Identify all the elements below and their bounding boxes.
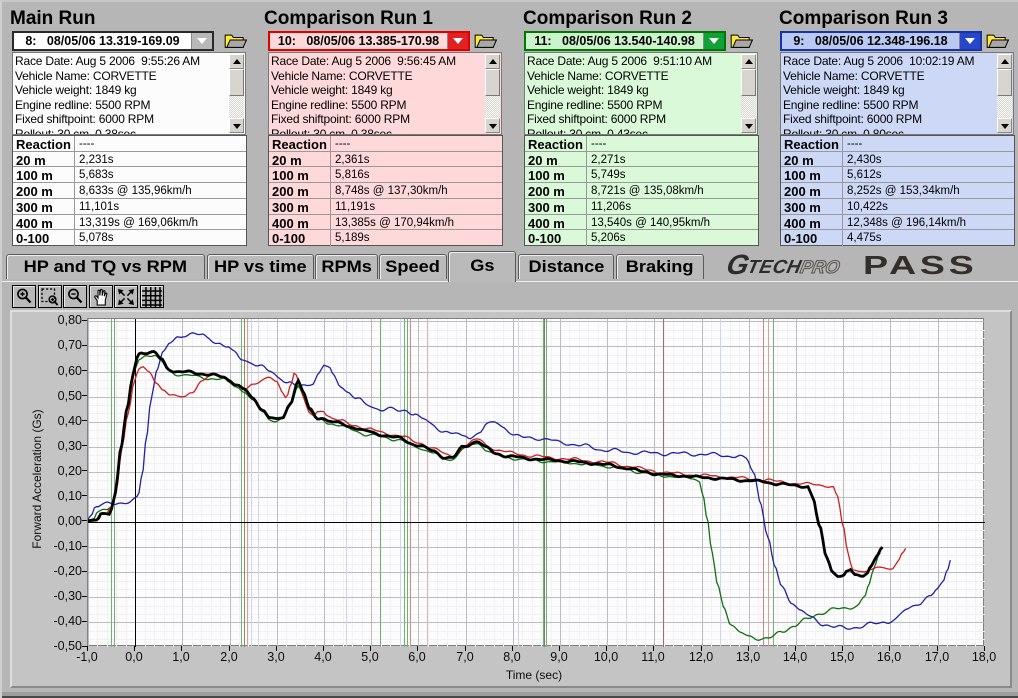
svg-text:PASS: PASS bbox=[863, 251, 977, 280]
svg-text:PRO: PRO bbox=[798, 257, 841, 277]
svg-text:TECH: TECH bbox=[745, 257, 804, 278]
